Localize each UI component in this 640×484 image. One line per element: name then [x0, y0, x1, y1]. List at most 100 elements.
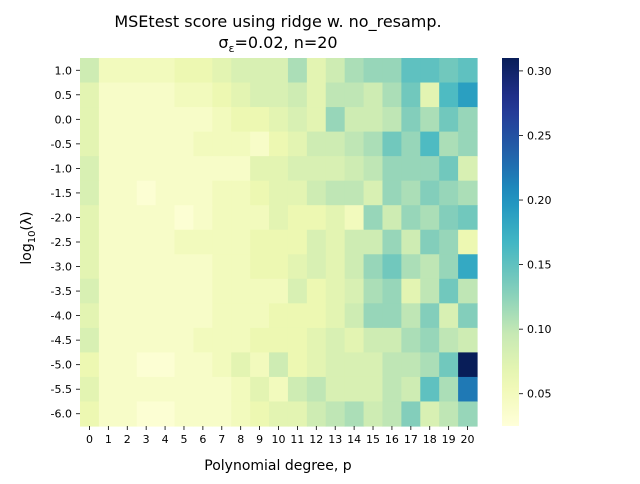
heatmap-cell [231, 278, 251, 304]
heatmap-cell [401, 58, 421, 84]
heatmap-cell [117, 205, 138, 231]
heatmap-cell [231, 131, 251, 157]
heatmap-cell [80, 327, 100, 353]
x-tick-label: 1 [105, 433, 112, 446]
heatmap-cell [420, 376, 440, 403]
x-tick-label: 17 [404, 433, 418, 446]
heatmap-cell [420, 205, 440, 231]
heatmap-cell [231, 82, 251, 108]
heatmap-cell [212, 254, 232, 280]
x-tick-label: 3 [143, 433, 150, 446]
heatmap-cell [269, 82, 289, 108]
heatmap-cells [80, 58, 478, 427]
heatmap-cell [420, 156, 440, 182]
heatmap-cell [344, 156, 365, 182]
heatmap-cell [306, 58, 327, 84]
heatmap-cell [363, 156, 384, 182]
heatmap-cell [344, 254, 365, 280]
heatmap-cell [344, 376, 365, 403]
y-tick-label: -2.0 [51, 211, 72, 224]
heatmap-cell [439, 82, 459, 108]
heatmap-cell [363, 376, 384, 403]
heatmap-cell [306, 107, 327, 133]
heatmap-cell [174, 376, 195, 403]
heatmap-cell [287, 278, 308, 304]
heatmap-cell [458, 205, 478, 231]
chart-title: MSEtest score using ridge w. no_resamp. [114, 12, 441, 32]
heatmap-cell [363, 82, 384, 108]
heatmap-cell [269, 401, 289, 427]
heatmap-cell [269, 131, 289, 157]
heatmap-cell [80, 156, 100, 182]
heatmap-cell [306, 205, 327, 231]
heatmap-cell [250, 327, 270, 353]
heatmap-cell [344, 131, 365, 157]
heatmap-cell [382, 58, 402, 84]
heatmap-cell [325, 303, 346, 329]
heatmap-cell [98, 401, 119, 427]
heatmap-cell [231, 229, 251, 255]
heatmap-cell [420, 278, 440, 304]
subtitle-sigma: σ [218, 33, 228, 52]
heatmap-cell [136, 229, 157, 255]
heatmap-cell [344, 205, 365, 231]
heatmap-cell [193, 229, 213, 255]
heatmap-cell [287, 205, 308, 231]
heatmap-cell [212, 278, 232, 304]
heatmap-cell [174, 82, 195, 108]
heatmap-cell [382, 327, 402, 353]
heatmap-cell [136, 82, 157, 108]
heatmap-cell [439, 180, 459, 206]
heatmap-cell [117, 376, 138, 403]
heatmap-cell [439, 327, 459, 353]
heatmap-cell [401, 131, 421, 157]
heatmap-cell [325, 327, 346, 353]
heatmap-cell [325, 107, 346, 133]
heatmap-cell [155, 254, 176, 280]
heatmap-cell [193, 180, 213, 206]
heatmap-cell [80, 352, 100, 378]
heatmap-cell [420, 229, 440, 255]
heatmap-cell [269, 58, 289, 84]
heatmap-cell [382, 278, 402, 304]
heatmap-cell [136, 401, 157, 427]
heatmap-cell [117, 278, 138, 304]
heatmap-cell [193, 303, 213, 329]
heatmap-cell [306, 376, 327, 403]
heatmap-cell [344, 107, 365, 133]
heatmap-cell [250, 229, 270, 255]
heatmap-cell [287, 229, 308, 255]
heatmap-cell [363, 254, 384, 280]
heatmap-cell [420, 327, 440, 353]
heatmap-cell [80, 254, 100, 280]
heatmap-cell [212, 401, 232, 427]
y-axis: 1.0 0.5 0.0 -0.5 -1.0 -1.5 -2.0 -2.5 -3.0 -3.5 -4.… [51, 64, 80, 421]
heatmap-cell [401, 352, 421, 378]
heatmap-cell [98, 82, 119, 108]
heatmap-cell [306, 254, 327, 280]
heatmap-cell [439, 278, 459, 304]
heatmap-cell [382, 229, 402, 255]
y-tick-label: -0.5 [51, 138, 72, 151]
heatmap-cell [80, 180, 100, 206]
heatmap-cell [98, 376, 119, 403]
heatmap-cell [136, 205, 157, 231]
heatmap-cell [344, 58, 365, 84]
y-tick-label: -1.5 [51, 187, 72, 200]
heatmap-cell [382, 376, 402, 403]
heatmap-cell [439, 205, 459, 231]
heatmap-cell [382, 131, 402, 157]
heatmap-cell [80, 401, 100, 427]
heatmap-cell [174, 327, 195, 353]
heatmap-cell [401, 254, 421, 280]
heatmap-cell [458, 278, 478, 304]
heatmap-cell [98, 58, 119, 84]
heatmap-cell [439, 229, 459, 255]
heatmap-cell [269, 107, 289, 133]
heatmap-cell [155, 205, 176, 231]
heatmap-cell [155, 107, 176, 133]
heatmap-cell [155, 352, 176, 378]
heatmap-cell [193, 278, 213, 304]
x-tick-label: 15 [366, 433, 380, 446]
heatmap-cell [136, 156, 157, 182]
